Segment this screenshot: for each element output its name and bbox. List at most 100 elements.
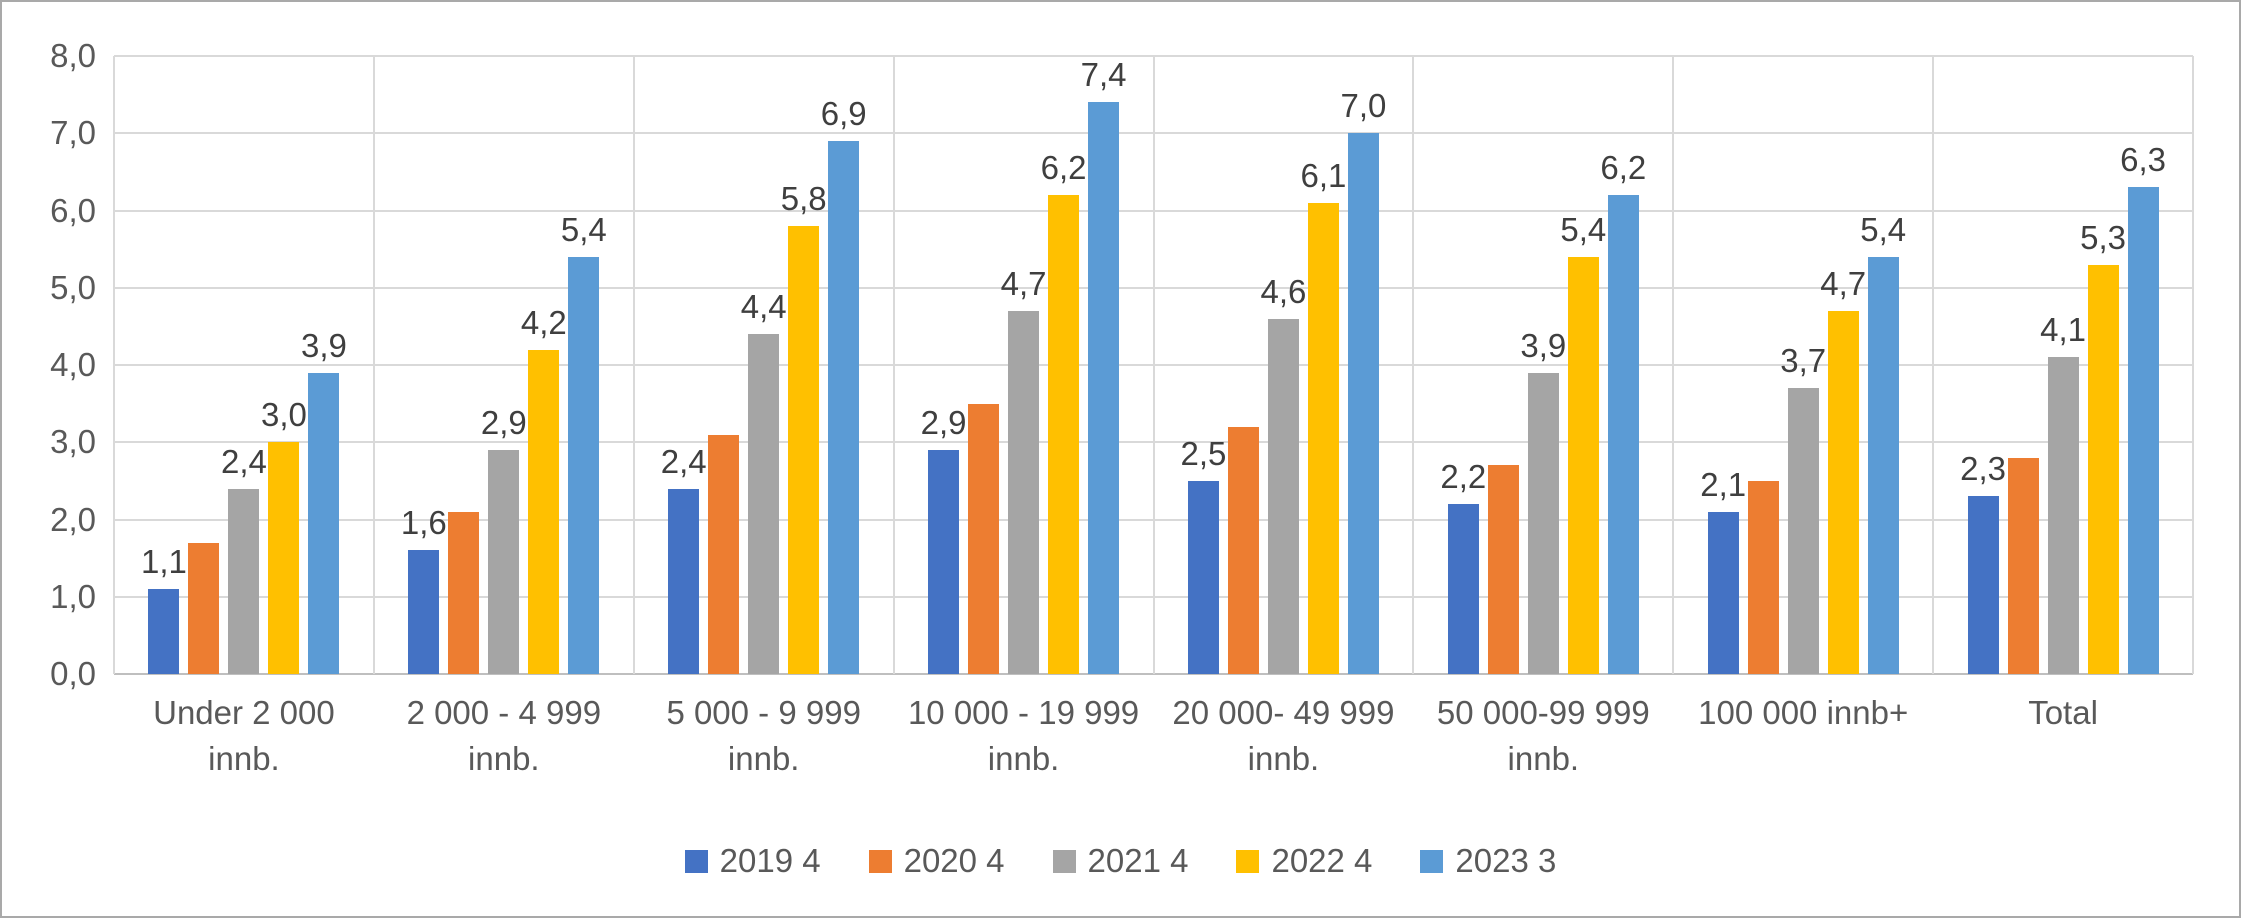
bar-2021-4: 4,7 — [1001, 265, 1047, 674]
data-label: 3,0 — [261, 396, 307, 434]
legend-item: 2023 3 — [1420, 842, 1556, 880]
bar-2020-4 — [188, 542, 220, 674]
category-label-line: 100 000 innb+ — [1698, 694, 1909, 731]
gridline-vertical — [1152, 56, 1155, 674]
bar-2022-4: 6,1 — [1301, 157, 1346, 674]
bar-2022-4: 4,2 — [521, 304, 567, 674]
bar-2021-4: 2,4 — [221, 443, 267, 674]
legend-swatch-icon — [1052, 849, 1076, 873]
bar-2019-4: 2,4 — [661, 443, 707, 674]
gridline-vertical — [1412, 56, 1415, 674]
data-label: 2,4 — [660, 442, 707, 480]
data-label: 3,9 — [301, 326, 347, 364]
data-label: 1,1 — [141, 543, 187, 581]
category-label-line: Total — [2028, 694, 2098, 731]
bar-2023-3: 7,4 — [1081, 56, 1127, 674]
legend-item: 2020 4 — [868, 842, 1005, 880]
data-label: 1,6 — [400, 504, 447, 542]
legend-item: 2022 4 — [1236, 842, 1372, 880]
category-label: 50 000-99 999 innb. — [1413, 690, 1673, 782]
y-tick-label: 2,0 — [50, 500, 96, 538]
data-label: 3,7 — [1780, 342, 1827, 380]
data-label: 5,4 — [1560, 210, 1607, 248]
bar-2021-4: 3,7 — [1780, 342, 1826, 674]
data-label: 2,4 — [221, 442, 267, 480]
data-label: 5,3 — [2080, 218, 2126, 256]
data-label: 4,7 — [1000, 264, 1047, 302]
category-label: 100 000 innb+ — [1673, 690, 1933, 782]
bar-group: 1,6 2,9 4,2 5,4 — [374, 56, 634, 674]
data-label: 6,1 — [1300, 156, 1347, 194]
x-axis-line — [114, 673, 2193, 675]
bar-group: 2,5 4,6 6,1 7,0 — [1154, 56, 1414, 674]
bar-2022-4: 5,4 — [1560, 211, 1606, 674]
bar-2023-3: 3,9 — [301, 327, 347, 674]
category-label: 10 000 - 19 999 innb. — [894, 690, 1154, 782]
data-label: 4,7 — [1820, 264, 1867, 302]
bar-group: 2,9 4,7 6,2 7,4 — [894, 56, 1154, 674]
data-label: 4,6 — [1260, 272, 1307, 310]
gridline-vertical — [372, 56, 375, 674]
data-label: 6,3 — [2120, 141, 2166, 179]
data-label: 5,8 — [780, 179, 827, 217]
bar-group: 2,2 3,9 5,4 6,2 — [1413, 56, 1673, 674]
y-tick-label: 1,0 — [50, 577, 96, 615]
gridline-vertical — [892, 56, 895, 674]
bar-2019-4: 1,1 — [141, 543, 187, 674]
category-label-line: 10 000 - 19 999 — [907, 694, 1140, 731]
legend-item: 2021 4 — [1052, 842, 1188, 880]
category-label-line: innb. — [987, 740, 1060, 777]
bar-2023-3: 5,4 — [561, 211, 607, 674]
category-label-line: 2 000 - 4 999 — [406, 694, 602, 731]
category-label: 2 000 - 4 999 innb. — [374, 690, 634, 782]
bar-2023-3: 7,0 — [1341, 87, 1386, 674]
legend-label: 2022 4 — [1271, 842, 1373, 879]
data-label: 7,0 — [1340, 87, 1387, 125]
gridline-vertical — [1932, 56, 1935, 674]
bar-groups: 1,1 2,4 3,0 3,9 1,6 2,9 4,2 5,4 2,4 4,4 5,8 6,9 2,9 4… — [114, 56, 2193, 674]
category-label-line: 50 000-99 999 — [1436, 694, 1650, 731]
bar-2020-4 — [968, 403, 1000, 674]
data-label: 5,4 — [1860, 210, 1907, 248]
bar-group: 1,1 2,4 3,0 3,9 — [114, 56, 374, 674]
bar-2019-4: 2,1 — [1700, 466, 1746, 674]
category-label: 5 000 - 9 999 innb. — [634, 690, 894, 782]
bar-2023-3: 5,4 — [1860, 211, 1906, 674]
legend-swatch-icon — [684, 849, 708, 873]
y-tick-label: 8,0 — [50, 37, 96, 74]
bar-2022-4: 5,3 — [2080, 219, 2126, 674]
gridline-vertical — [1672, 56, 1675, 674]
bar-2022-4: 3,0 — [261, 396, 307, 674]
legend-item: 2019 4 — [684, 842, 821, 880]
legend-swatch-icon — [1236, 849, 1260, 873]
legend-label: 2023 3 — [1455, 842, 1557, 879]
bar-2021-4: 4,4 — [741, 288, 787, 674]
category-label-line: innb. — [727, 740, 800, 777]
data-label: 2,9 — [480, 403, 527, 441]
y-tick-label: 5,0 — [50, 268, 96, 306]
data-label: 6,2 — [1600, 149, 1647, 187]
category-label: Under 2 000 innb. — [114, 690, 374, 782]
data-label: 4,2 — [520, 303, 567, 341]
y-tick-label: 6,0 — [50, 191, 96, 229]
bar-2020-4 — [1227, 426, 1259, 674]
legend-swatch-icon — [868, 849, 892, 873]
gridline-vertical — [2192, 56, 2194, 674]
plot-area: 1,1 2,4 3,0 3,9 1,6 2,9 4,2 5,4 2,4 4,4 5,8 6,9 2,9 4… — [113, 55, 2194, 675]
bar-2023-3: 6,2 — [1600, 149, 1646, 674]
bar-2020-4 — [708, 434, 740, 674]
x-axis-category-labels: Under 2 000 innb. 2 000 - 4 999 innb. 5 000 … — [114, 690, 2193, 782]
bar-2020-4 — [1487, 465, 1519, 674]
bar-2020-4 — [2007, 457, 2039, 674]
category-label-line: 5 000 - 9 999 — [666, 694, 861, 731]
bar-2019-4: 2,2 — [1440, 458, 1486, 674]
data-label: 2,2 — [1440, 458, 1487, 496]
bar-2019-4: 2,9 — [921, 404, 967, 674]
data-label: 5,4 — [560, 210, 607, 248]
data-label: 4,4 — [740, 288, 787, 326]
bar-2019-4: 2,3 — [1960, 450, 2006, 674]
data-label: 2,9 — [920, 403, 967, 441]
bar-group: 2,3 4,1 5,3 6,3 — [1933, 56, 2193, 674]
data-label: 2,1 — [1700, 465, 1747, 503]
bar-2021-4: 3,9 — [1520, 327, 1566, 674]
